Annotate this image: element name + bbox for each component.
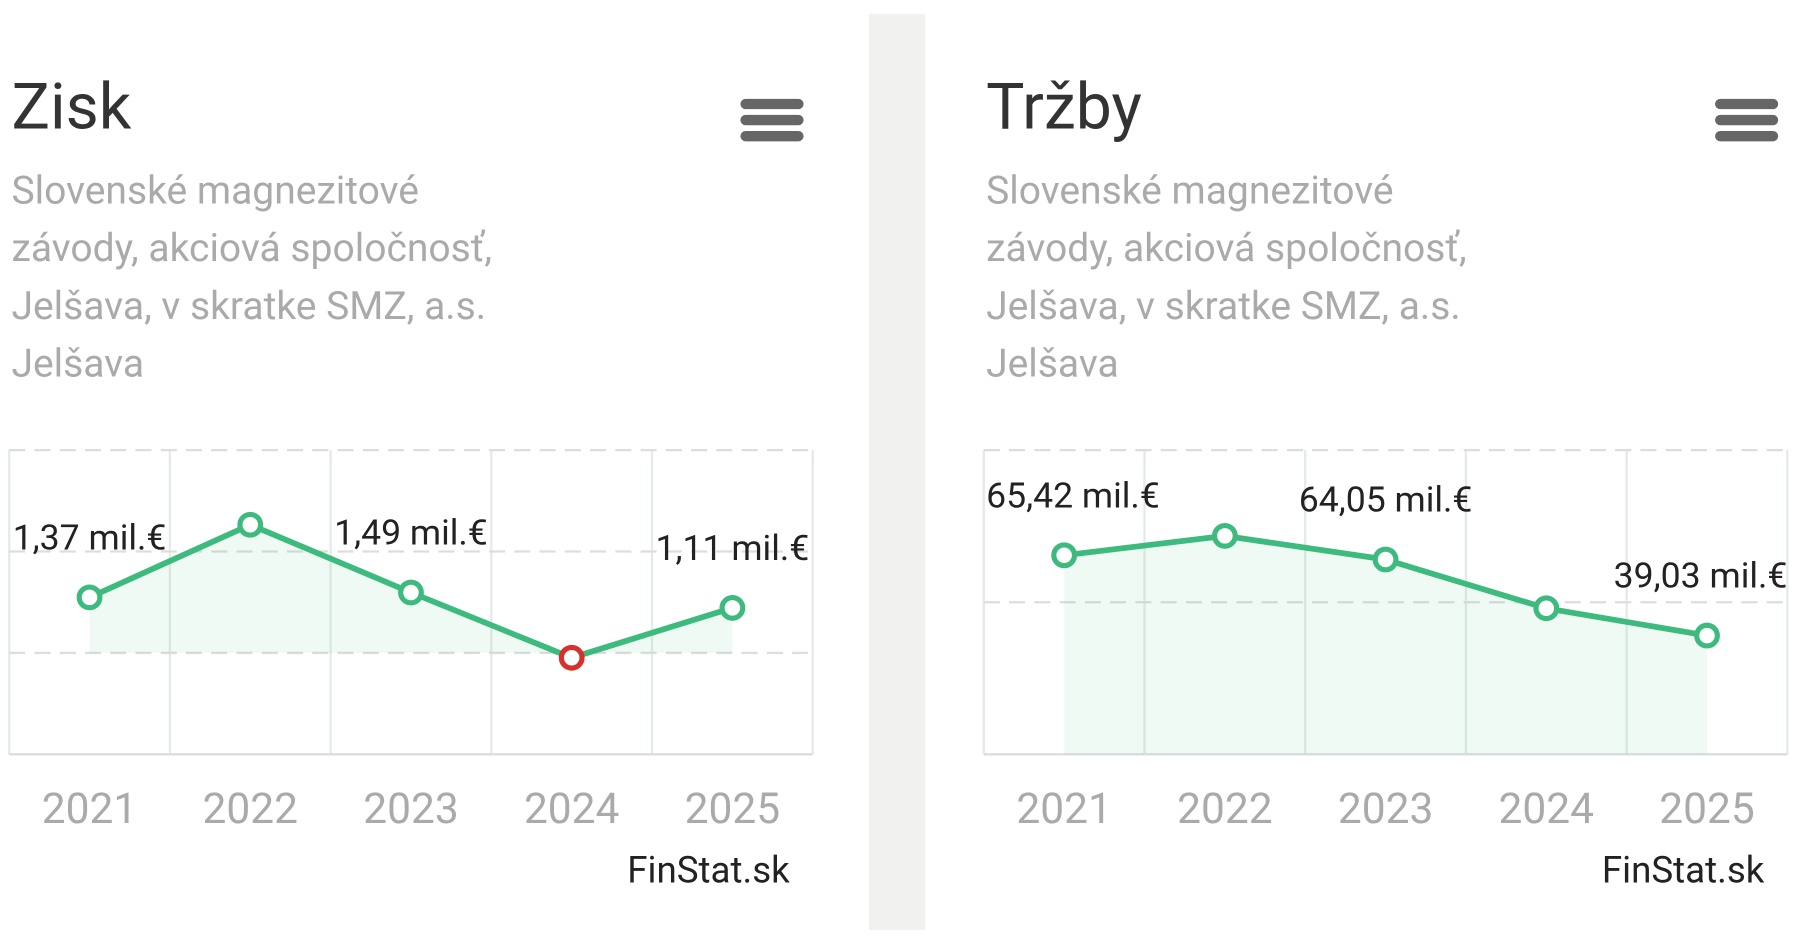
chart-title: Zisk — [11, 68, 131, 144]
x-tick-label: 2024 — [524, 785, 619, 834]
menu-button[interactable] — [740, 98, 804, 142]
point[interactable] — [237, 511, 264, 538]
x-tick-label: 2023 — [363, 785, 458, 834]
chart-subtitle: Jelšava — [986, 341, 1119, 387]
point[interactable] — [398, 579, 424, 606]
chart-panel: Zisk Slovenské magnezitové závody, akciová… — [8, 68, 814, 891]
chart-subtitle: závody, akciová spoločnosť, — [11, 225, 492, 271]
point[interactable] — [1051, 542, 1078, 569]
point[interactable] — [1372, 546, 1399, 573]
menu-bar — [1715, 114, 1779, 126]
divider — [869, 13, 926, 930]
x-tick-label: 2022 — [203, 785, 298, 834]
point[interactable] — [1533, 595, 1560, 622]
chart-subtitle: závody, akciová spoločnosť, — [986, 225, 1467, 271]
chart-subtitle: Slovenské magnezitové — [986, 167, 1394, 213]
point[interactable] — [76, 584, 103, 611]
data-label: 65,42 mil.€ — [986, 474, 1160, 516]
chart-subtitle: Slovenské magnezitové — [11, 167, 419, 213]
x-tick-label: 2024 — [1499, 785, 1594, 834]
x-tick-label: 2023 — [1338, 785, 1433, 834]
point[interactable] — [1211, 522, 1238, 549]
x-tick-label: 2025 — [685, 785, 780, 834]
x-tick-label: 2021 — [42, 785, 137, 834]
menu-bar — [1715, 98, 1779, 110]
point[interactable] — [1694, 622, 1720, 649]
menu-bar — [740, 130, 804, 142]
area — [89, 524, 733, 658]
data-label: 1,37 mil.€ — [13, 516, 167, 558]
data-label: 39,03 mil.€ — [1614, 555, 1788, 597]
data-label: 64,05 mil.€ — [1299, 478, 1473, 520]
data-label: 1,49 mil.€ — [334, 511, 488, 553]
menu-bar — [1715, 130, 1779, 142]
data-label: 1,11 mil.€ — [656, 527, 810, 569]
area — [1064, 535, 1708, 755]
chart-subtitle: Jelšava, v skratke SMZ, a.s. — [986, 283, 1461, 329]
chart-panel: Tržby Slovenské magnezitové závody, akciov… — [982, 68, 1789, 891]
chart-subtitle: Jelšava — [11, 341, 144, 387]
chart-subtitle: Jelšava, v skratke SMZ, a.s. — [11, 283, 486, 329]
point[interactable] — [558, 644, 585, 671]
menu-bar — [740, 114, 804, 126]
credit[interactable]: FinStat.sk — [1602, 848, 1765, 891]
credit[interactable]: FinStat.sk — [627, 848, 790, 891]
point[interactable] — [719, 594, 746, 621]
x-tick-label: 2022 — [1177, 785, 1272, 834]
x-tick-label: 2025 — [1659, 785, 1754, 834]
menu-bar — [740, 98, 804, 110]
x-tick-label: 2021 — [1016, 785, 1111, 834]
chart-title: Tržby — [986, 68, 1142, 144]
menu-button[interactable] — [1715, 98, 1779, 142]
